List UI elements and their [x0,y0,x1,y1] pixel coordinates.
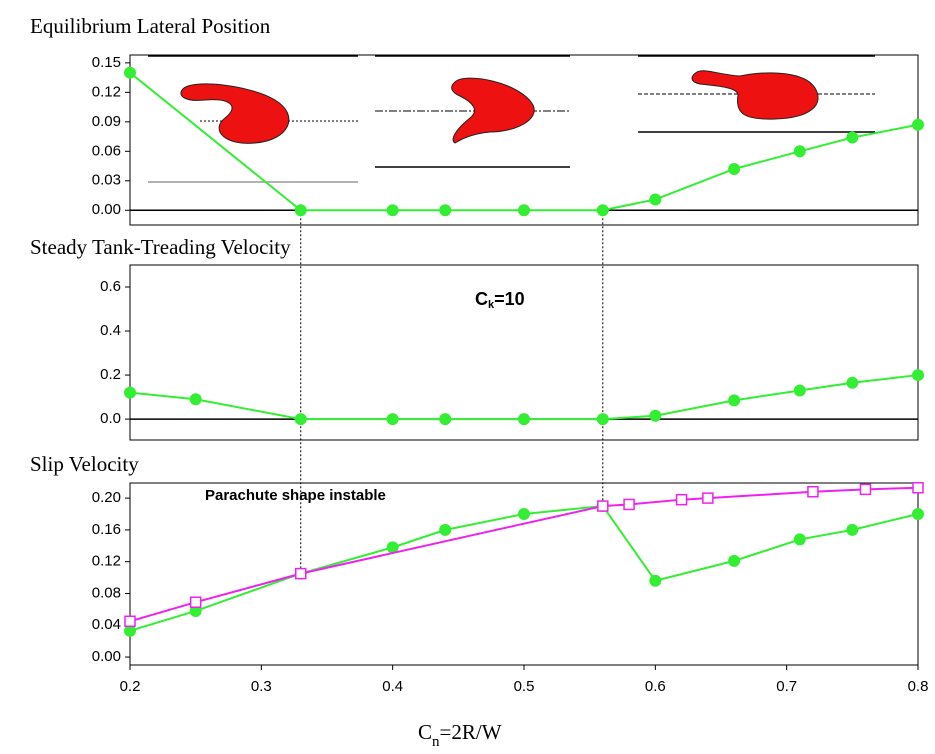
marker [728,394,741,407]
panel-title: Equilibrium Lateral Position [30,14,271,38]
marker [596,204,609,217]
series-line [129,486,919,623]
marker [793,384,806,397]
x-tick-label: 0.3 [251,678,272,695]
marker [439,523,452,536]
x-tick-label: 0.5 [514,678,535,695]
y-tick-label: 0.00 [92,648,121,665]
marker [702,492,714,504]
marker [912,369,924,382]
marker [596,413,609,426]
x-tick-label: 0.2 [120,678,141,695]
marker [518,204,530,217]
marker [846,131,859,144]
marker [675,493,688,506]
marker [386,413,399,426]
marker [912,507,924,520]
y-tick-label: 0.6 [100,278,121,295]
y-tick-label: 0.15 [92,54,121,71]
y-tick-label: 0.08 [92,584,121,601]
y-tick-label: 0.00 [92,201,121,218]
marker [859,483,872,496]
x-tick-label: 0.8 [908,678,929,695]
annotation-part: k [488,299,495,311]
marker [807,485,819,498]
plot-frame [129,264,919,441]
y-tick-label: 0.09 [92,113,121,130]
series-line [129,374,919,421]
cell-illustrations [148,55,875,183]
marker [189,596,202,608]
y-tick-label: 0.2 [100,366,121,383]
annotation-part: C [475,289,488,309]
x-axis-label-part: =2R/W [440,720,502,744]
y-tick-label: 0.03 [92,172,121,189]
x-axis-label: Cn=2R/W [418,720,502,751]
marker [728,554,741,567]
marker [439,413,452,426]
plot-frame [129,54,919,226]
x-tick-label: 0.6 [645,678,666,695]
marker [386,204,399,217]
x-axis-label-part: n [432,734,440,750]
marker [439,204,452,217]
marker [124,66,136,79]
marker [294,413,307,426]
marker [124,624,136,637]
y-tick-label: 0.06 [92,142,121,159]
marker [846,523,859,536]
marker [728,162,741,175]
marker [912,118,924,131]
marker [623,498,635,511]
annotation: Parachute shape instable [205,487,386,504]
x-tick-label: 0.7 [776,678,797,695]
y-tick-label: 0.04 [92,616,121,633]
marker [649,193,662,206]
annotation-part: =10 [494,289,525,309]
y-tick-label: 0.12 [92,553,121,570]
y-tick-label: 0.20 [92,489,121,506]
series-line [129,504,919,632]
panel-title: Slip Velocity [30,452,139,476]
marker [912,482,924,494]
panel-title: Steady Tank-Treading Velocity [30,235,291,259]
marker [793,145,806,158]
marker [518,413,530,426]
x-tick-label: 0.4 [382,678,403,695]
x-axis-label-part: C [418,720,432,744]
marker [793,533,806,546]
y-tick-label: 0.12 [92,83,121,100]
marker [124,386,136,399]
y-tick-label: 0.4 [100,322,121,339]
marker [597,500,609,512]
marker [518,507,530,520]
marker [124,615,136,628]
y-tick-label: 0.0 [100,410,121,427]
marker [386,541,399,554]
marker [649,574,662,587]
marker [294,204,307,217]
marker [649,409,662,422]
annotation: Ck=10 [475,289,525,311]
marker [189,393,202,406]
marker [294,567,307,580]
marker [846,376,859,389]
y-tick-label: 0.16 [92,521,121,538]
